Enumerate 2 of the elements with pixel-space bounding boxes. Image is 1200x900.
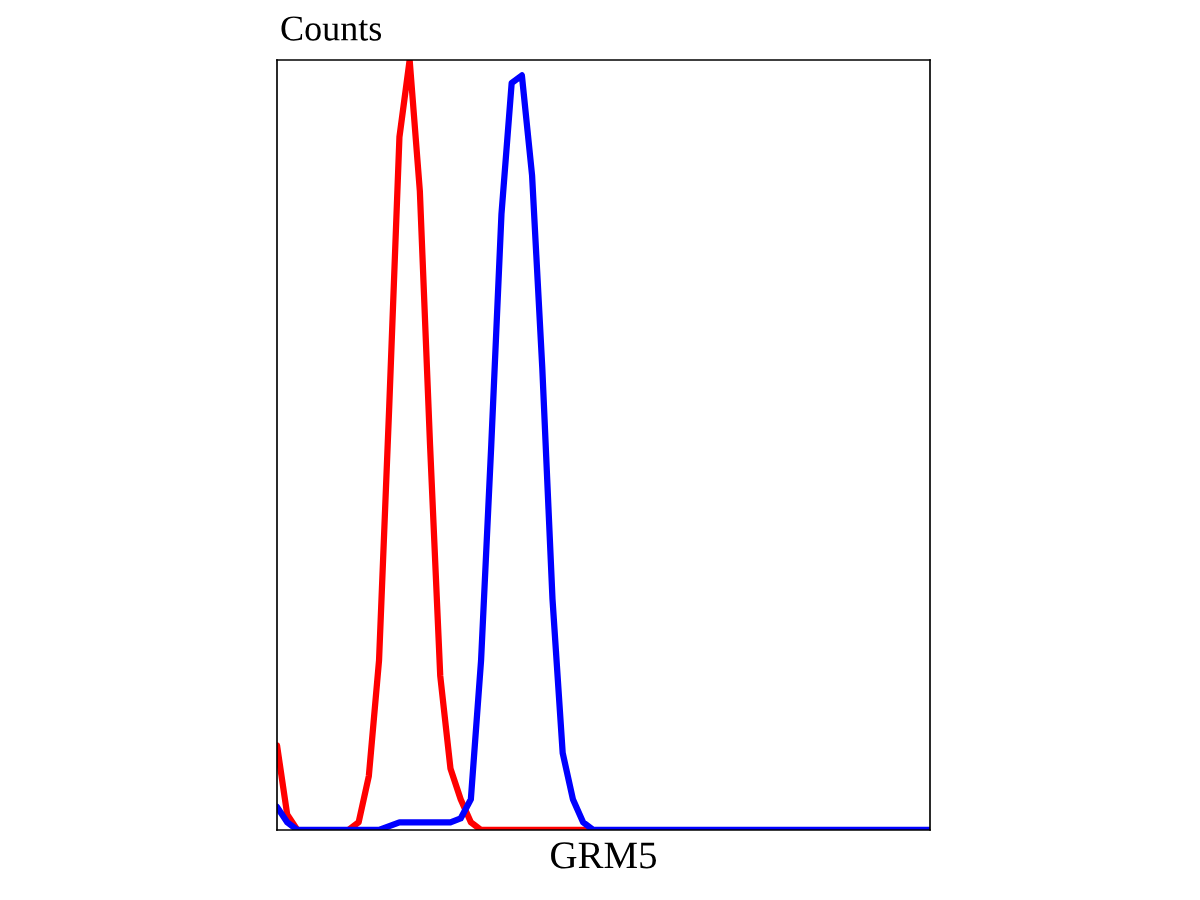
y-axis-title: Counts: [281, 16, 382, 41]
x-axis-title: GRM5: [551, 842, 656, 869]
